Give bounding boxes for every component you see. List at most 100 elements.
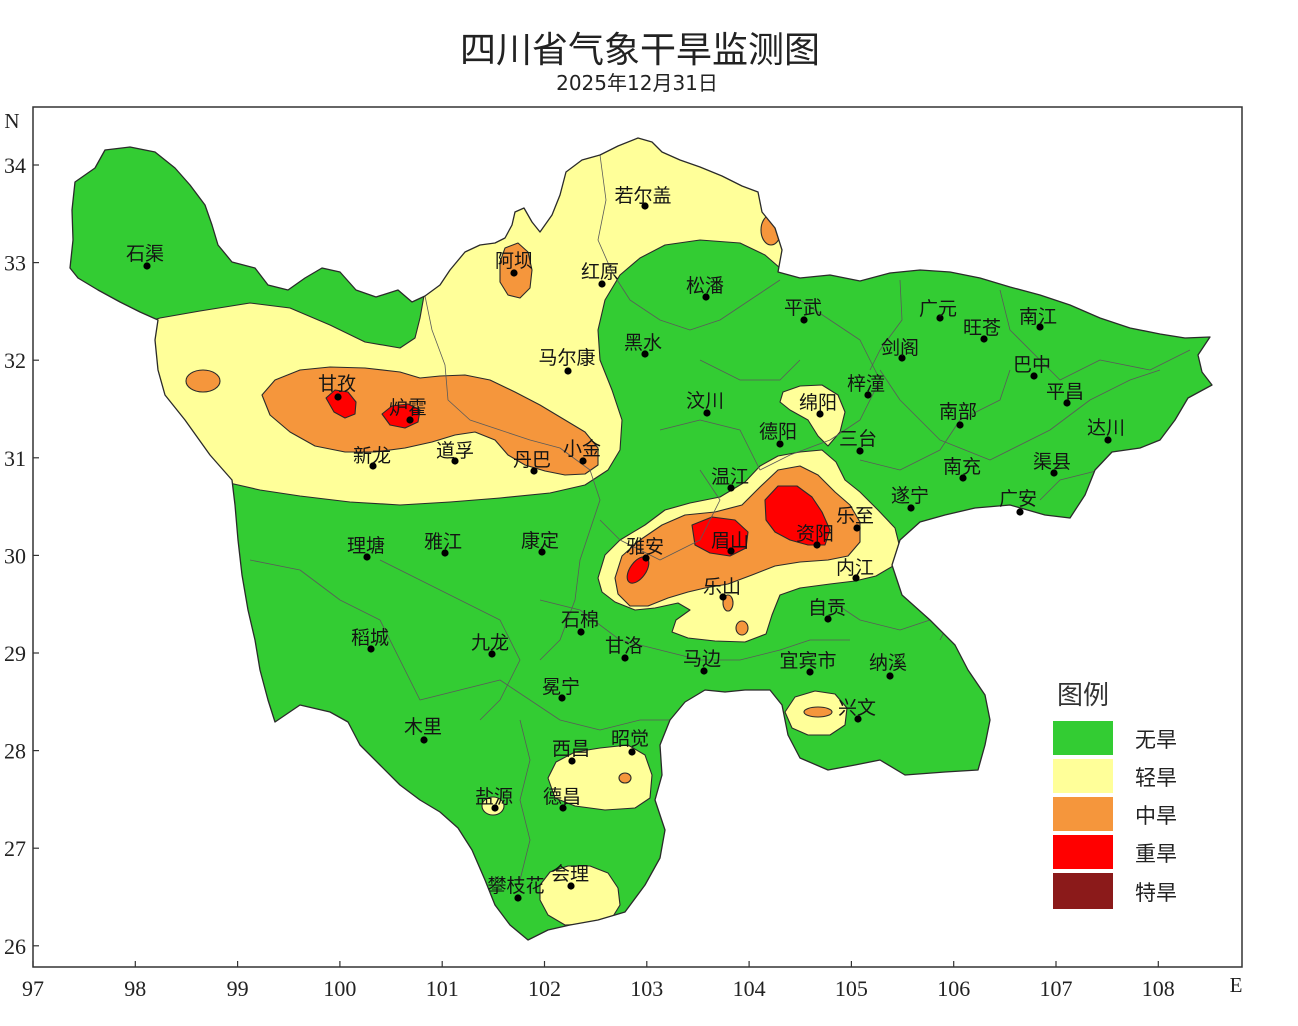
city-marker: 冕宁 bbox=[542, 676, 580, 702]
city-marker: 昭觉 bbox=[611, 728, 649, 756]
city-dot bbox=[363, 553, 371, 561]
drought-region-moderate bbox=[760, 214, 782, 246]
city-dot bbox=[702, 293, 710, 301]
y-tick-label: 27 bbox=[4, 836, 26, 861]
map-frame bbox=[32, 106, 1243, 968]
city-label: 眉山 bbox=[711, 530, 749, 552]
city-label: 若尔盖 bbox=[614, 185, 671, 207]
city-dot bbox=[369, 462, 377, 470]
city-label: 西昌 bbox=[552, 738, 590, 760]
city-marker: 达川 bbox=[1087, 417, 1125, 444]
y-tick-label: 32 bbox=[4, 348, 26, 373]
city-dot bbox=[642, 554, 650, 562]
city-dot bbox=[703, 409, 711, 417]
city-marker: 西昌 bbox=[552, 738, 590, 765]
y-tick-label: 33 bbox=[4, 251, 26, 276]
city-dot bbox=[813, 541, 821, 549]
city-dot bbox=[451, 457, 459, 465]
city-dot bbox=[514, 894, 522, 902]
city-label: 旺苍 bbox=[963, 317, 1001, 339]
x-tick-label: 97 bbox=[22, 976, 44, 1001]
city-marker: 马尔康 bbox=[538, 347, 596, 375]
city-label: 遂宁 bbox=[891, 485, 929, 507]
city-label: 丹巴 bbox=[513, 449, 551, 471]
map-title: 四川省气象干旱监测图 bbox=[460, 30, 820, 71]
city-dot bbox=[420, 736, 428, 744]
city-label: 新龙 bbox=[353, 445, 391, 467]
city-label: 德阳 bbox=[759, 421, 797, 443]
city-label: 炉霍 bbox=[389, 397, 427, 419]
city-marker: 乐山 bbox=[703, 576, 741, 601]
city-marker: 梓潼 bbox=[847, 373, 885, 399]
city-marker: 广元 bbox=[919, 298, 957, 322]
city-dot bbox=[727, 484, 735, 492]
city-label: 自贡 bbox=[808, 597, 846, 619]
city-marker: 温江 bbox=[711, 466, 749, 492]
city-marker: 纳溪 bbox=[869, 652, 907, 680]
city-label: 平武 bbox=[784, 297, 822, 319]
city-label: 九龙 bbox=[471, 632, 509, 654]
map-subtitle: 2025年12月31日 bbox=[556, 71, 718, 95]
city-label: 甘洛 bbox=[605, 635, 643, 657]
city-dot bbox=[621, 654, 629, 662]
city-dot bbox=[567, 882, 575, 890]
city-dot bbox=[800, 316, 808, 324]
city-label: 纳溪 bbox=[869, 652, 907, 674]
city-marker: 会理 bbox=[551, 863, 589, 890]
city-dot bbox=[854, 715, 862, 723]
city-dot bbox=[1016, 508, 1024, 516]
x-axis-letter: E bbox=[1230, 973, 1243, 997]
legend-label-moderate: 中旱 bbox=[1135, 804, 1177, 828]
x-tick-label: 100 bbox=[323, 976, 356, 1001]
city-dot bbox=[824, 615, 832, 623]
city-dot bbox=[1104, 436, 1112, 444]
city-marker: 阿坝 bbox=[495, 250, 533, 277]
city-marker: 丹巴 bbox=[513, 449, 551, 475]
city-marker: 甘洛 bbox=[605, 635, 643, 662]
city-marker: 雅江 bbox=[424, 531, 462, 557]
city-dot bbox=[530, 467, 538, 475]
city-label: 巴中 bbox=[1013, 354, 1051, 376]
x-tick-label: 107 bbox=[1040, 976, 1073, 1001]
city-marker: 兴文 bbox=[838, 697, 876, 723]
city-marker: 宜宾市 bbox=[779, 650, 837, 676]
city-label: 南充 bbox=[943, 456, 981, 478]
city-marker: 绵阳 bbox=[799, 392, 837, 418]
legend-label-light: 轻旱 bbox=[1135, 766, 1177, 790]
drought-region-severe bbox=[325, 389, 357, 419]
city-marker: 资阳 bbox=[796, 523, 834, 549]
x-tick-label: 99 bbox=[227, 976, 249, 1001]
province-outline bbox=[69, 137, 1213, 941]
city-marker: 石渠 bbox=[126, 243, 164, 270]
city-label: 渠县 bbox=[1033, 451, 1071, 473]
city-marker: 道孚 bbox=[436, 440, 474, 465]
legend-title: 图例 bbox=[1057, 681, 1109, 711]
city-dot bbox=[641, 350, 649, 358]
city-marker: 遂宁 bbox=[891, 485, 929, 512]
city-label: 木里 bbox=[404, 716, 442, 738]
axis-ticks: 97 98 99 100 101 102 103 104 105 106 107 108 34 33 32 3… bbox=[4, 153, 1175, 1001]
city-dot bbox=[853, 524, 861, 532]
city-marker: 红原 bbox=[581, 261, 619, 288]
city-dot bbox=[441, 549, 449, 557]
drought-region-light bbox=[779, 384, 846, 447]
city-label: 宜宾市 bbox=[779, 650, 836, 672]
city-dot bbox=[558, 694, 566, 702]
city-marker: 石棉 bbox=[561, 609, 599, 636]
city-marker: 雅安 bbox=[626, 536, 664, 562]
city-marker: 眉山 bbox=[711, 530, 749, 555]
x-tick-label: 108 bbox=[1142, 976, 1175, 1001]
x-tick-label: 103 bbox=[630, 976, 663, 1001]
city-label: 达川 bbox=[1087, 417, 1125, 439]
city-marker: 松潘 bbox=[686, 275, 724, 301]
city-dot bbox=[641, 202, 649, 210]
city-label: 石棉 bbox=[561, 609, 599, 631]
city-dot bbox=[577, 628, 585, 636]
city-label: 梓潼 bbox=[847, 373, 885, 395]
y-tick-label: 29 bbox=[4, 641, 26, 666]
city-label: 乐山 bbox=[703, 576, 741, 598]
city-marker: 黑水 bbox=[624, 332, 662, 358]
city-marker: 南部 bbox=[939, 401, 977, 429]
city-dot bbox=[700, 667, 708, 675]
city-marker: 剑阁 bbox=[881, 337, 919, 362]
